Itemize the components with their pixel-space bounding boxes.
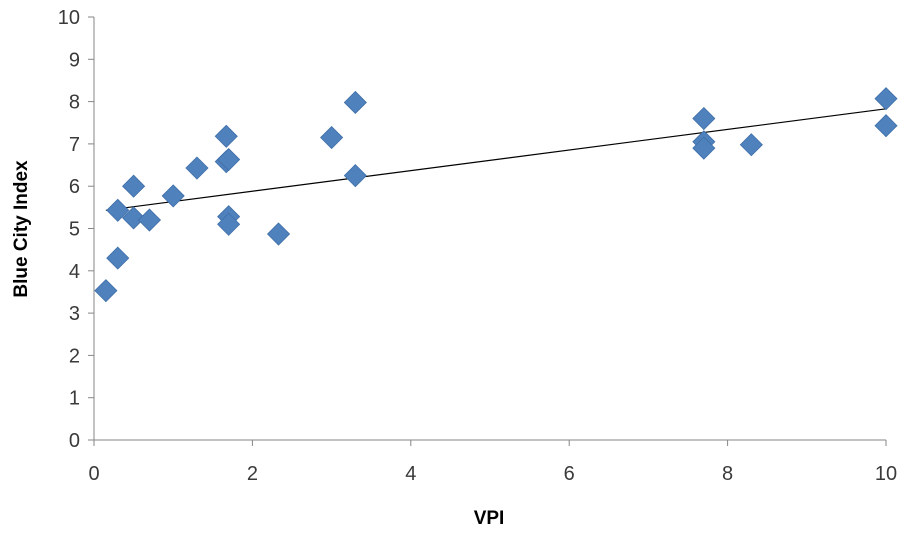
axes [93,17,886,441]
data-point [214,124,238,148]
y-tick-label: 5 [69,219,80,241]
y-tick-label: 1 [69,388,80,410]
x-tick-label: 0 [88,463,99,485]
data-point [874,87,898,111]
y-axis-ticks: 0 1 2 3 4 5 6 7 8 9 10 [58,7,94,452]
data-point [137,208,162,232]
data-point [739,133,763,157]
data-point [94,279,118,303]
y-tick-label: 9 [69,49,80,71]
data-point [343,90,367,115]
data-point [185,156,209,180]
data-point [320,125,344,150]
x-axis-title: VPI [474,508,505,529]
x-axis-ticks: 0 2 4 6 8 10 [88,440,897,485]
data-point [122,174,146,198]
x-tick-label: 6 [564,463,575,485]
data-point [692,106,716,131]
y-tick-label: 3 [69,303,80,325]
data-point [874,114,898,138]
data-point [106,246,130,270]
y-tick-label: 6 [69,176,80,198]
data-point [106,198,130,222]
y-tick-label: 4 [69,261,80,283]
data-point [692,136,716,160]
x-tick-label: 4 [405,463,416,485]
data-point [122,206,146,230]
y-axis-title: Blue City Index [11,160,32,298]
y-tick-label: 10 [58,7,80,29]
data-point [161,184,185,208]
data-points [94,87,898,303]
x-tick-label: 2 [247,463,258,485]
data-point [343,164,367,188]
trendline [105,108,887,211]
y-tick-label: 0 [69,430,80,452]
x-tick-label: 8 [722,463,733,485]
y-tick-label: 8 [69,92,80,114]
y-tick-label: 7 [69,134,80,156]
data-point [217,147,241,172]
x-tick-label: 10 [875,463,897,485]
data-point [217,212,241,236]
data-point [266,222,291,246]
y-tick-label: 2 [69,345,80,367]
